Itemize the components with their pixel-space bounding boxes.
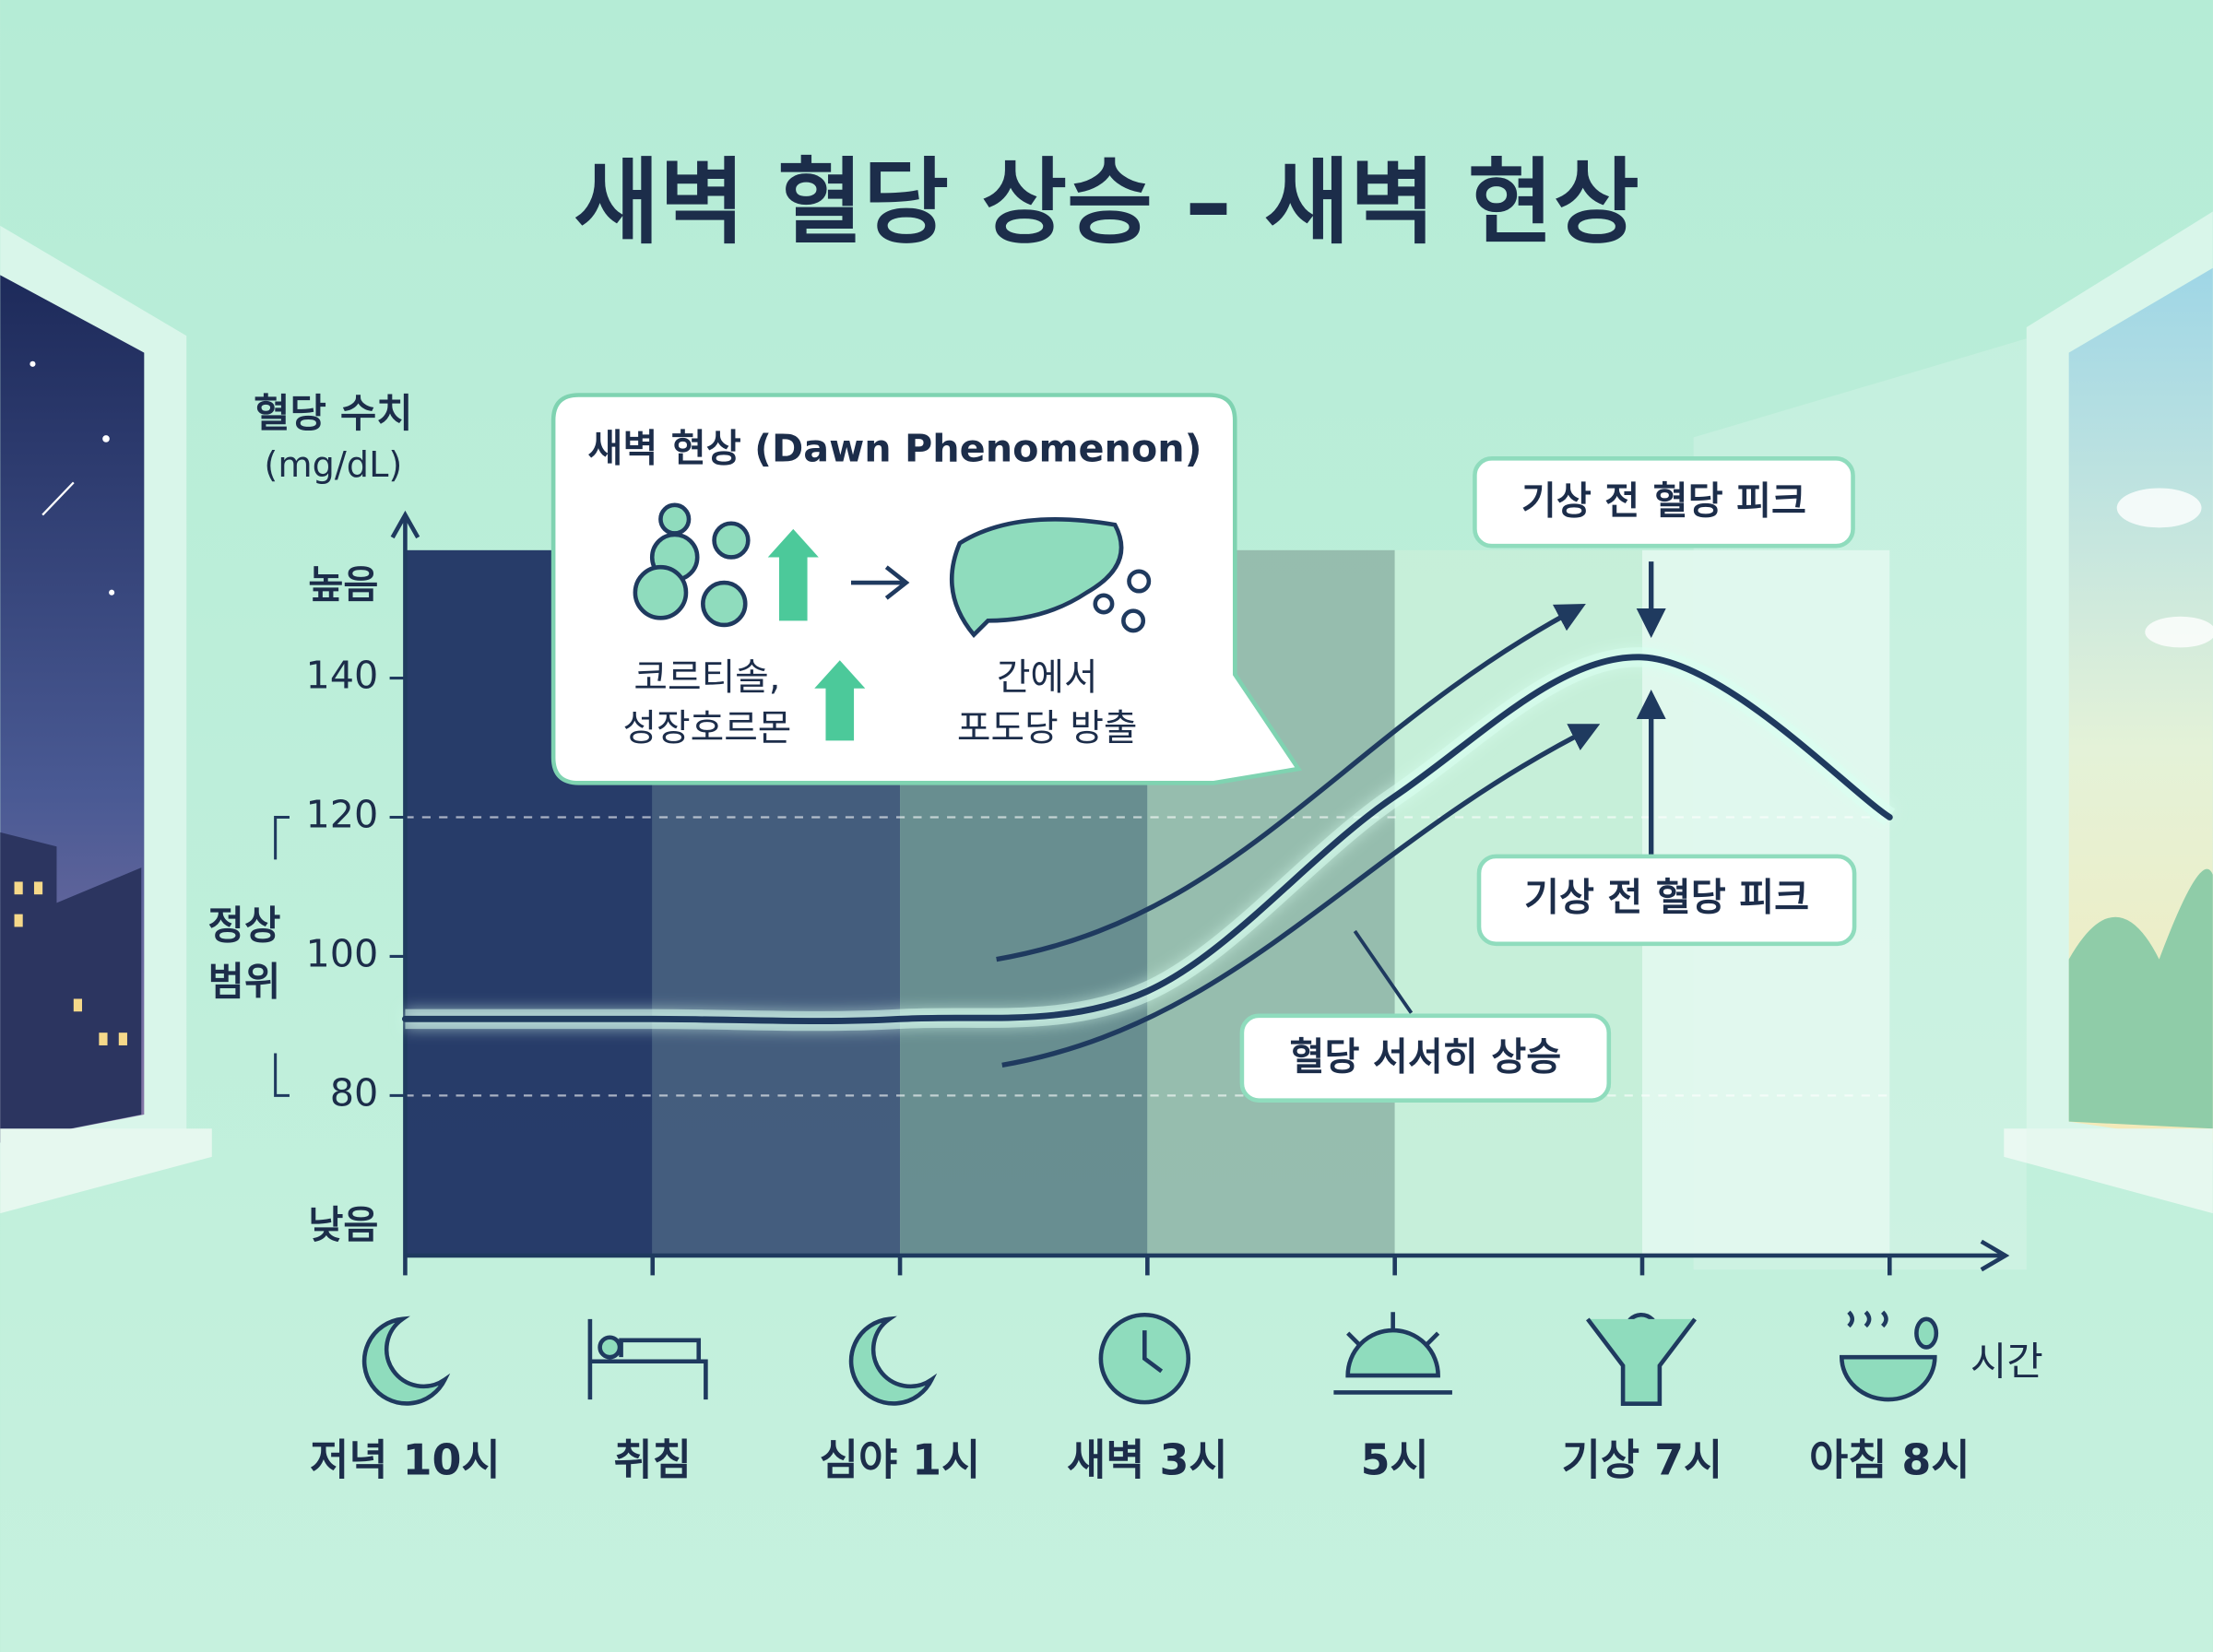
y-tick-label: 120 — [306, 792, 379, 836]
x-tick-label: 새벽 3시 — [1067, 1434, 1228, 1484]
annotation: 기상 전 혈당 피크 — [1473, 456, 1855, 549]
annotation-text: 혈당 서서히 상승 — [1289, 1034, 1561, 1079]
up-arrow-icon — [767, 528, 819, 621]
up-arrow-icon — [814, 660, 866, 741]
x-tick-label: 취침 — [614, 1434, 692, 1484]
callout-text: 간에서 — [997, 656, 1098, 699]
callout-text: 포도당 방출 — [957, 707, 1138, 749]
night-window — [0, 225, 212, 1214]
callout-text: 성장호르몬 — [622, 707, 791, 749]
x-tick-label: 5시 — [1361, 1434, 1429, 1484]
line — [401, 654, 1893, 1025]
annotation: 기상 전 혈당 피크 — [1476, 854, 1857, 947]
y-axis-label: 혈당 수치 — [254, 391, 413, 437]
chart-title: 새벽 혈당 상승 – 새벽 현상 — [574, 148, 1639, 256]
callout-text: 코르티솔, — [633, 656, 780, 699]
normal-range-label: 범위 — [208, 960, 281, 1006]
normal-range-bracket — [274, 815, 290, 1097]
y-tick-label: 140 — [306, 654, 379, 698]
y-tick-label: 80 — [330, 1070, 379, 1115]
annotation-text: 기상 전 혈당 피크 — [1524, 875, 1809, 919]
annotation-text: 기상 전 혈당 피크 — [1521, 478, 1806, 523]
hormone-icon — [633, 502, 751, 628]
flow-arrows — [996, 561, 1666, 1068]
y-axis-unit: (mg/dL) — [264, 444, 402, 486]
time-icons — [361, 1310, 1939, 1406]
x-axis-label: 시간 — [1970, 1339, 2043, 1385]
x-tick-label: 심야 1시 — [820, 1434, 981, 1484]
y-axis-arrow — [390, 510, 420, 539]
glucose-icon — [1093, 569, 1152, 633]
x-tick-label: 아침 8시 — [1809, 1434, 1970, 1484]
y-tick-label: 100 — [306, 931, 379, 975]
x-tick-label: 기상 7시 — [1562, 1434, 1723, 1484]
arrow-icon — [851, 565, 910, 600]
x-tick-label: 저녁 10시 — [310, 1434, 501, 1484]
liver-icon — [949, 517, 1124, 639]
callout-title: 새벽 현상 (Dawn Phenomenon) — [587, 427, 1201, 471]
y-tick-label: 낮음 — [308, 1203, 378, 1247]
annotation: 혈당 서서히 상승 — [1239, 1013, 1612, 1103]
x-axis-arrow — [1980, 1239, 2010, 1272]
callout: 새벽 현상 (Dawn Phenomenon) 코르티솔, 성장호르몬 간에서 … — [550, 393, 1303, 785]
y-tick-label: 높음 — [308, 562, 378, 607]
normal-range-label: 정상 — [208, 903, 281, 949]
